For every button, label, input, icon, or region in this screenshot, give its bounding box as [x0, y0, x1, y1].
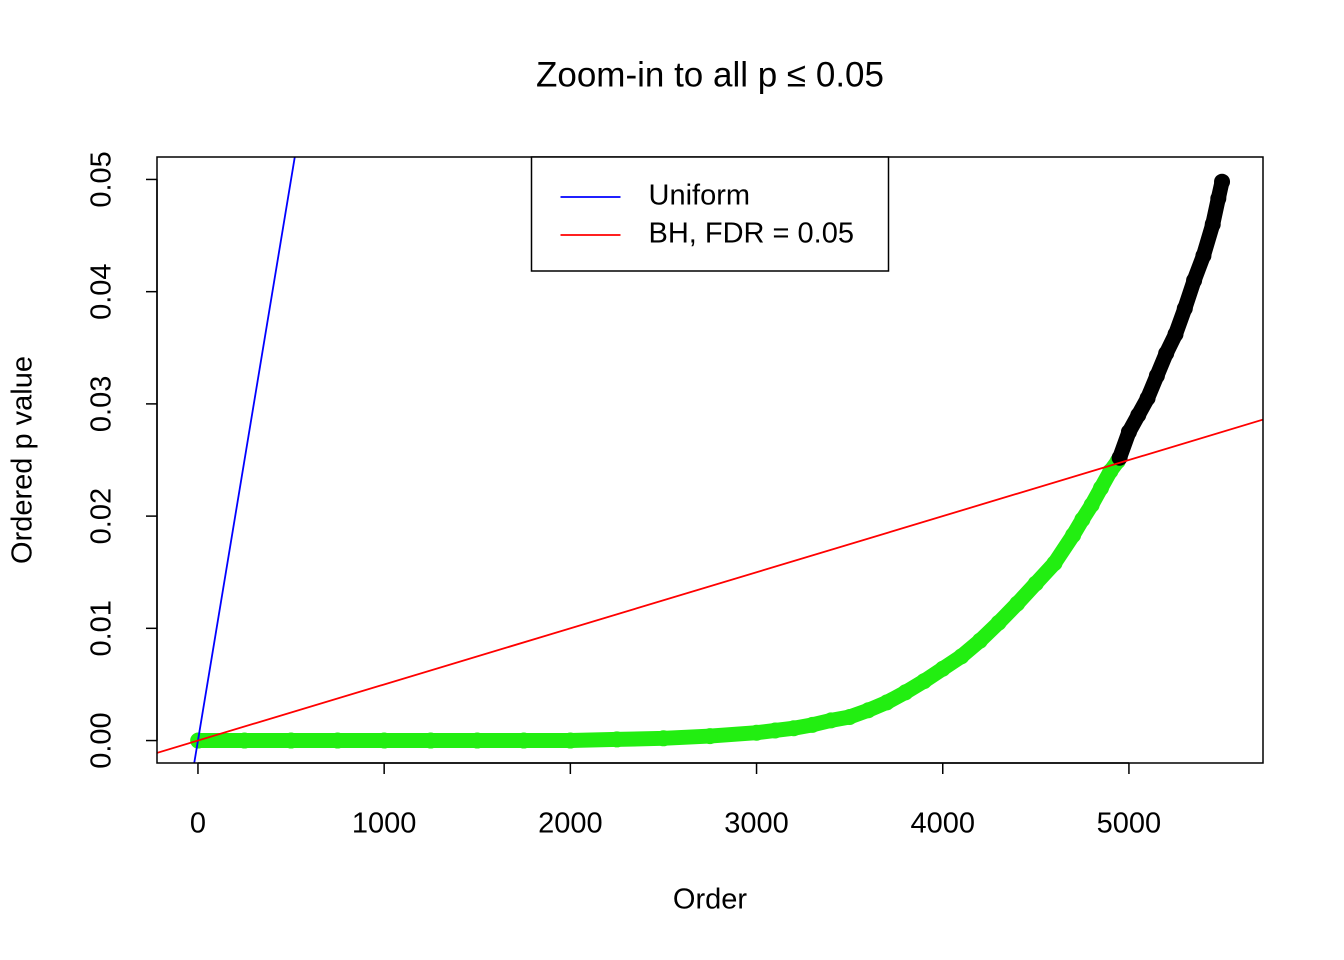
point — [1176, 300, 1193, 317]
point — [823, 712, 840, 729]
chart-title: Zoom-in to all p ≤ 0.05 — [536, 55, 884, 94]
y-tick-label: 0.05 — [86, 151, 118, 207]
point — [934, 660, 951, 677]
point — [1167, 326, 1184, 343]
point — [1158, 345, 1175, 362]
point — [515, 732, 532, 749]
point — [1074, 511, 1091, 528]
point — [1046, 555, 1063, 572]
x-axis-label: Order — [673, 884, 747, 916]
point — [916, 673, 933, 690]
point — [897, 684, 914, 701]
y-tick-label: 0.03 — [86, 376, 118, 432]
legend-label: Uniform — [649, 180, 751, 212]
point — [971, 632, 988, 649]
point — [1148, 367, 1165, 384]
point — [608, 731, 625, 748]
reference-line — [157, 418, 1263, 754]
point — [469, 732, 486, 749]
point — [748, 724, 765, 741]
y-tick-label: 0.00 — [86, 712, 118, 768]
point — [1186, 272, 1203, 289]
point — [422, 732, 439, 749]
y-axis-label: Ordered p value — [7, 356, 39, 564]
point — [1083, 496, 1100, 513]
point — [1204, 216, 1221, 233]
point — [767, 722, 784, 739]
point — [1139, 390, 1156, 407]
point — [1009, 595, 1026, 612]
point — [702, 728, 718, 745]
legend-box — [530, 156, 890, 272]
point — [990, 614, 1007, 631]
x-tick-label: 2000 — [538, 808, 603, 840]
point — [562, 732, 579, 749]
point — [376, 732, 393, 749]
point — [1065, 527, 1082, 544]
point — [1093, 480, 1110, 497]
x-tick-label: 1000 — [352, 808, 417, 840]
plot-area — [157, 157, 1263, 763]
point — [878, 694, 895, 711]
x-tick-label: 4000 — [910, 808, 975, 840]
legend-label: BH, FDR = 0.05 — [649, 218, 855, 250]
point — [1027, 575, 1044, 592]
point — [841, 708, 858, 725]
x-tick-label: 3000 — [724, 808, 789, 840]
x-tick-label: 0 — [190, 808, 206, 840]
y-tick-label: 0.02 — [86, 488, 118, 544]
x-tick-label: 5000 — [1097, 808, 1162, 840]
point — [804, 716, 821, 733]
point — [1195, 247, 1212, 264]
point — [1210, 190, 1227, 207]
point — [1130, 407, 1147, 424]
point — [953, 648, 970, 665]
point — [236, 732, 253, 749]
point — [860, 702, 877, 719]
point — [283, 732, 300, 749]
point — [1214, 173, 1231, 190]
y-tick-label: 0.01 — [86, 600, 118, 656]
y-tick-label: 0.04 — [86, 263, 118, 319]
point — [655, 730, 672, 747]
point — [329, 732, 346, 749]
point — [785, 720, 802, 737]
point — [1120, 423, 1137, 440]
